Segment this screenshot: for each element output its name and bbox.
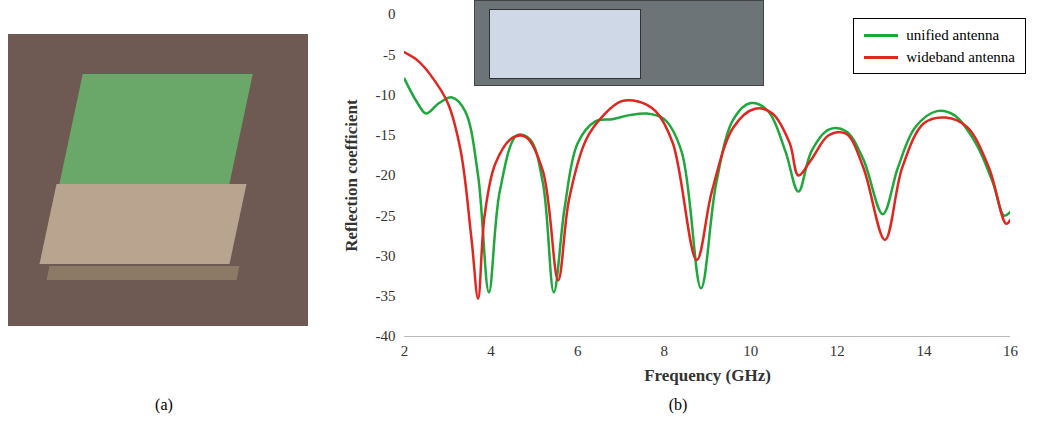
svg-text:10: 10: [743, 343, 758, 359]
svg-text:14: 14: [916, 343, 932, 359]
svg-text:Reflection coefficient: Reflection coefficient: [342, 99, 361, 252]
svg-text:-10: -10: [376, 87, 396, 103]
svg-text:-25: -25: [376, 208, 396, 224]
html-text:(b): (b): [668, 396, 688, 413]
svg-text:4: 4: [487, 343, 495, 359]
html-text:unified antenna: unified antenna: [906, 26, 1000, 43]
html-text:(a): (a): [155, 396, 173, 413]
svg-text:-35: -35: [376, 288, 396, 304]
svg-text:12: 12: [830, 343, 845, 359]
svg-text:-5: -5: [383, 47, 396, 63]
html-text:wideband antenna: wideband antenna: [906, 48, 1015, 65]
svg-text:-30: -30: [376, 248, 396, 264]
svg-text:0: 0: [388, 6, 396, 22]
svg-text:6: 6: [574, 343, 582, 359]
svg-text:-20: -20: [376, 167, 396, 183]
svg-text:2: 2: [401, 343, 409, 359]
svg-text:-15: -15: [376, 127, 396, 143]
svg-text:Frequency (GHz): Frequency (GHz): [644, 366, 771, 385]
svg-text:-40: -40: [376, 328, 396, 344]
svg-text:16: 16: [1003, 343, 1019, 359]
svg-text:8: 8: [660, 343, 668, 359]
